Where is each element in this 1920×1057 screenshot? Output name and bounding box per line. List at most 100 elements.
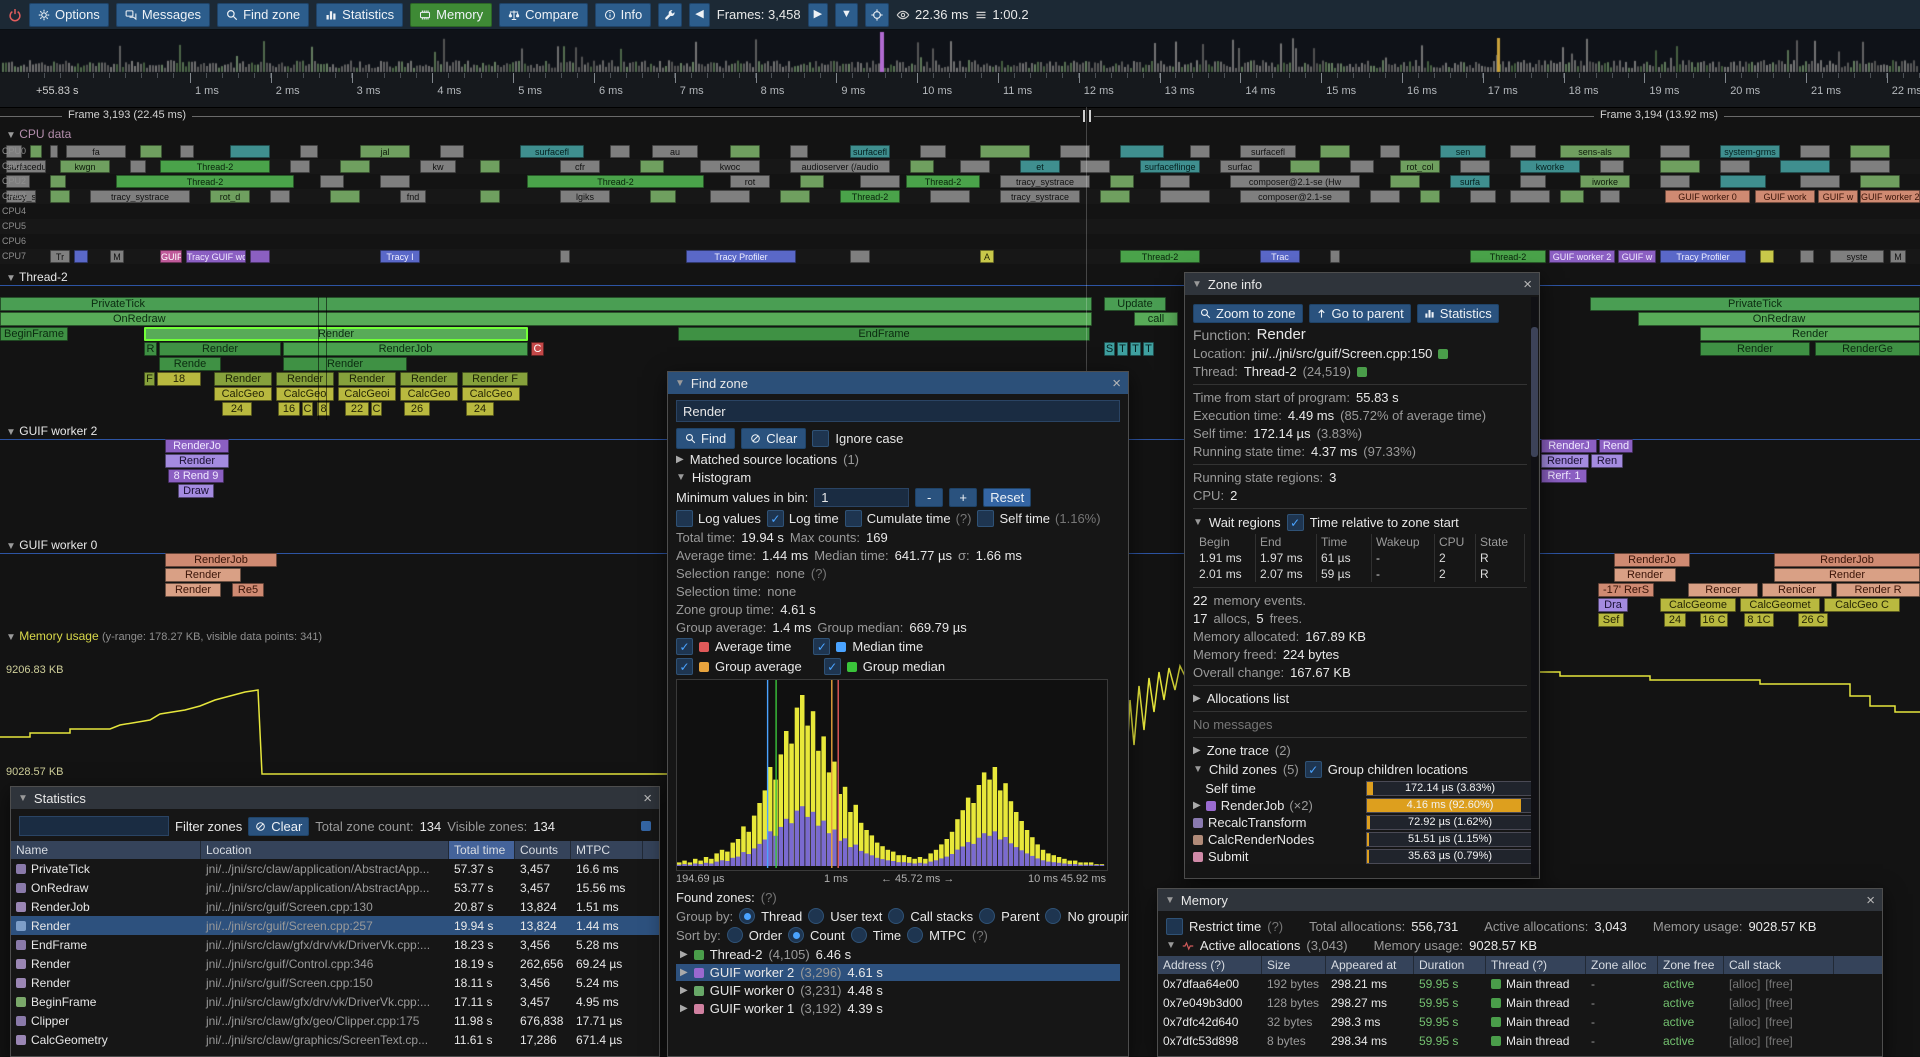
memory-usage-graph[interactable] xyxy=(0,0,1920,800)
cpu-zone[interactable]: Thread-2 xyxy=(1470,250,1546,263)
reset-button[interactable]: Reset xyxy=(983,488,1032,507)
cpu-zone[interactable]: surfacefl xyxy=(1240,145,1296,158)
cpu-zone[interactable]: Tracy Profiler xyxy=(1660,250,1746,263)
statistics-row[interactable]: EndFrame jni/../jni/src/claw/gfx/drv/vk/D… xyxy=(11,935,659,954)
cpu-zone[interactable] xyxy=(74,250,88,263)
cpu-zone[interactable] xyxy=(1350,160,1374,173)
cpu-zone[interactable] xyxy=(730,145,760,158)
cpu-zone[interactable]: surfa xyxy=(1450,175,1490,188)
cpu-zone[interactable] xyxy=(1060,145,1090,158)
find-zone-titlebar[interactable]: ▼ Find zone × xyxy=(668,372,1128,394)
cpu-zone[interactable] xyxy=(1510,190,1550,203)
histogram-section-header[interactable]: ▼ Histogram xyxy=(676,470,752,485)
collapse-icon[interactable]: ▼ xyxy=(1192,278,1202,290)
statistics-row[interactable]: BeginFrame jni/../jni/src/claw/gfx/drv/vk… xyxy=(11,992,659,1011)
cpu-zone[interactable] xyxy=(1660,160,1700,173)
alloc-stack-link[interactable]: [alloc] xyxy=(1729,976,1761,991)
legend-checkbox[interactable]: ✓ xyxy=(813,638,831,655)
cpu-zone[interactable] xyxy=(850,250,870,263)
statistics-button[interactable]: Statistics xyxy=(316,2,404,27)
cpu-zone[interactable] xyxy=(860,175,900,188)
cpu-zone[interactable]: M xyxy=(110,250,124,263)
time-relative-checkbox[interactable]: ✓ xyxy=(1286,514,1304,531)
frame-markers-row[interactable]: Frame 3,193 (22.45 ms) Frame 3,194 (13.9… xyxy=(0,107,1920,126)
cpu-zone[interactable]: rot_col xyxy=(1400,160,1440,173)
frame-dropdown-button[interactable]: ▼ xyxy=(835,2,858,27)
cpu-zone[interactable]: A xyxy=(980,250,994,263)
thread-header[interactable]: ▼ GUIF worker 0 xyxy=(6,538,97,552)
cpu-zone[interactable]: system-grms xyxy=(1720,145,1780,158)
cpu-zone[interactable] xyxy=(960,160,990,173)
cpu-zone[interactable] xyxy=(1100,190,1130,203)
statistics-row[interactable]: Clipper jni/../jni/src/claw/gfx/geo/Clipp… xyxy=(11,1011,659,1030)
memory-button[interactable]: Memory xyxy=(410,2,493,27)
log-values-checkbox[interactable]: ✓ xyxy=(676,510,693,527)
cpu-zone[interactable]: tracy_systrace xyxy=(90,190,190,203)
tools-button[interactable] xyxy=(658,2,683,27)
cpu-zone[interactable] xyxy=(1720,175,1766,188)
matched-source-locations[interactable]: ▶ Matched source locations (1) xyxy=(676,452,860,467)
statistics-row[interactable]: Render jni/../jni/src/guif/Control.cpp:34… xyxy=(11,954,659,973)
wait-region-row[interactable]: 2.01 ms 2.07 ms 59 µs -2 R xyxy=(1195,566,1525,582)
power-icon[interactable] xyxy=(8,8,22,22)
cpu-zone[interactable]: syste xyxy=(1830,250,1884,263)
filter-zones-input[interactable] xyxy=(19,816,169,836)
cpu-zone[interactable] xyxy=(1120,145,1164,158)
cpu-zone[interactable]: M xyxy=(1890,250,1906,263)
cpu-zone[interactable]: tracy_systrace xyxy=(1000,175,1090,188)
find-zone-button[interactable]: Find zone xyxy=(217,2,310,27)
cpu-zone[interactable]: surfac xyxy=(1220,160,1260,173)
column-header[interactable]: Name xyxy=(11,841,201,859)
zoom-to-zone-button[interactable]: Zoom to zone xyxy=(1193,304,1303,323)
cpu-zone[interactable]: GUIF worker 2 xyxy=(1549,250,1615,263)
cpu-zone[interactable]: et xyxy=(1020,160,1060,173)
column-header[interactable]: Zone alloc xyxy=(1586,956,1658,974)
cpu-zone[interactable] xyxy=(1370,190,1400,203)
order-radio[interactable] xyxy=(726,927,743,943)
cpu-zone[interactable] xyxy=(1420,190,1440,203)
cpu-zone[interactable] xyxy=(780,190,810,203)
cpu-zone[interactable] xyxy=(1290,160,1320,173)
statistics-titlebar[interactable]: ▼ Statistics × xyxy=(11,787,659,809)
cpu-zone[interactable]: Trac xyxy=(1260,250,1300,263)
help-marker[interactable]: (?) xyxy=(1267,919,1284,934)
cpu-zone[interactable]: Tracy GUIF worl xyxy=(186,250,246,263)
alloc-stack-link[interactable]: [alloc] xyxy=(1729,995,1761,1010)
found-zone-group-row[interactable]: ▶ GUIF worker 2 (3,296) 4.61 s xyxy=(676,964,1120,981)
cpu-zone[interactable] xyxy=(640,160,664,173)
cpu-zone[interactable] xyxy=(1600,190,1620,203)
cpu-zone[interactable] xyxy=(910,160,934,173)
cpu-zone[interactable]: fnd xyxy=(400,190,426,203)
found-zone-group-row[interactable]: ▶ Thread-2 (4,105) 6.46 s xyxy=(676,946,1120,963)
wait-column-header[interactable]: End xyxy=(1255,534,1317,550)
cpu-zone[interactable]: Thread-2 xyxy=(160,160,270,173)
allocation-row[interactable]: 0x7dfaa64e00 192 bytes 298.21 ms 59.95 s Mai… xyxy=(1158,974,1882,993)
cpu-zone[interactable] xyxy=(300,145,318,158)
cpu-zone[interactable]: Tracy Profiler xyxy=(686,250,796,263)
free-stack-link[interactable]: [free] xyxy=(1765,1014,1793,1029)
column-header[interactable]: MTPC xyxy=(571,841,643,859)
free-stack-link[interactable]: [free] xyxy=(1765,976,1793,991)
help-marker[interactable]: (?) xyxy=(810,566,827,581)
cpu-zone[interactable] xyxy=(480,190,500,203)
collapse-icon[interactable]: ▼ xyxy=(18,792,28,804)
messages-button[interactable]: Messages xyxy=(115,2,211,27)
cpu-zone[interactable] xyxy=(1780,160,1830,173)
mtpc-radio[interactable] xyxy=(907,927,924,943)
column-header[interactable]: Counts xyxy=(515,841,571,859)
cpu-zone[interactable] xyxy=(1080,160,1110,173)
cpu-zone[interactable]: au xyxy=(652,145,698,158)
cpu-zone[interactable]: composer@2.1-se xyxy=(1240,190,1350,203)
cpu-zone[interactable]: GUIF worker 0 xyxy=(1665,190,1750,203)
cpu-zone[interactable] xyxy=(1800,250,1814,263)
cpu-zone[interactable] xyxy=(1800,145,1830,158)
statistics-row[interactable]: CalcGeometry jni/../jni/src/claw/graphics… xyxy=(11,1030,659,1049)
child-zone-row[interactable]: CalcRenderNodes 51.51 µs (1.15%) xyxy=(1193,832,1534,847)
cpu-zone[interactable]: jal xyxy=(360,145,410,158)
cpu-zone[interactable] xyxy=(920,145,946,158)
close-icon[interactable]: × xyxy=(1523,275,1532,293)
no-grouping-radio[interactable] xyxy=(1045,908,1062,924)
cpu-zone[interactable]: rot xyxy=(730,175,770,188)
compare-button[interactable]: Compare xyxy=(499,2,588,27)
active-allocations-header[interactable]: ▼ Active allocations (3,043) Memory usag… xyxy=(1166,938,1538,953)
